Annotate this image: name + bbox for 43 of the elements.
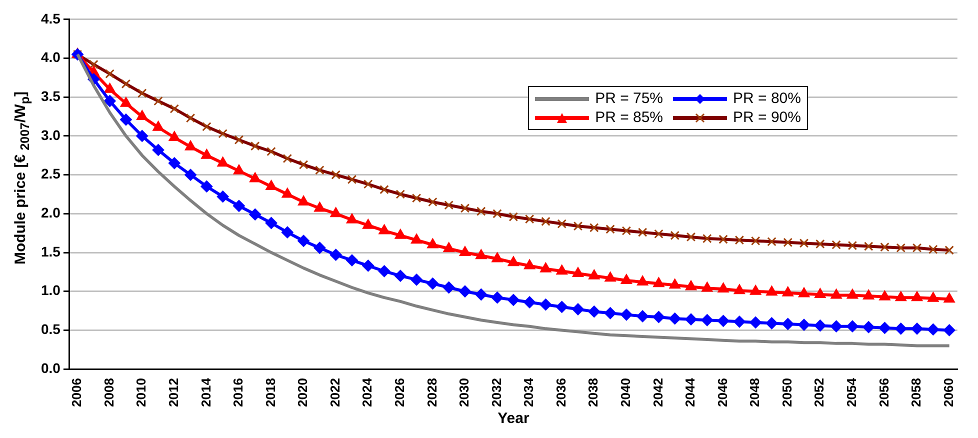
x-tick-label: 2042 xyxy=(650,378,666,407)
x-tick-label: 2058 xyxy=(908,378,924,407)
y-tick-label: 3.5 xyxy=(40,88,61,104)
x-tick-label: 2048 xyxy=(747,378,762,407)
x-tick-label: 2040 xyxy=(618,378,634,407)
x-tick-label: 2032 xyxy=(488,378,504,407)
y-tick-label: 1.5 xyxy=(40,243,61,260)
x-tick-label: 2008 xyxy=(101,378,116,407)
x-tick-label: 2054 xyxy=(844,377,860,407)
legend-label: PR = 75% xyxy=(595,90,664,107)
x-tick-label: 2018 xyxy=(262,378,278,407)
legend-label: PR = 80% xyxy=(733,90,801,107)
y-tick-label: 4.5 xyxy=(40,10,61,26)
y-tick-label: 2.5 xyxy=(40,166,61,182)
y-tick-label: 4.0 xyxy=(40,49,61,66)
x-tick-label: 2050 xyxy=(779,378,794,407)
x-tick-label: 2014 xyxy=(198,377,214,407)
x-tick-label: 2056 xyxy=(876,378,892,407)
x-tick-label: 2060 xyxy=(940,378,956,407)
legend-label: PR = 85% xyxy=(595,109,664,126)
x-tick-label: 2020 xyxy=(295,378,310,407)
x-tick-label: 2016 xyxy=(230,378,246,407)
y-tick-label: 3.0 xyxy=(40,126,61,143)
x-tick-label: 2036 xyxy=(553,378,568,407)
x-tick-label: 2046 xyxy=(714,378,730,407)
x-tick-label: 2012 xyxy=(166,378,181,407)
y-tick-label: 2.0 xyxy=(40,204,61,221)
x-tick-label: 2006 xyxy=(69,378,84,407)
x-tick-label: 2028 xyxy=(424,378,440,407)
y-tick-label: 1.0 xyxy=(40,282,61,298)
x-axis-title: Year xyxy=(498,410,530,428)
x-tick-label: 2024 xyxy=(360,377,375,407)
legend-label: PR = 90% xyxy=(733,109,801,126)
x-tick-label: 2044 xyxy=(682,377,698,407)
x-tick-label: 2034 xyxy=(521,377,536,407)
y-tick-label: 0.5 xyxy=(40,321,61,338)
x-tick-label: 2052 xyxy=(812,378,827,407)
x-tick-label: 2022 xyxy=(327,378,342,407)
x-tick-label: 2010 xyxy=(134,378,149,407)
x-tick-label: 2030 xyxy=(456,378,472,407)
y-tick-label: 0.0 xyxy=(40,360,61,376)
x-tick-label: 2026 xyxy=(392,378,407,407)
x-tick-label: 2038 xyxy=(586,378,601,407)
